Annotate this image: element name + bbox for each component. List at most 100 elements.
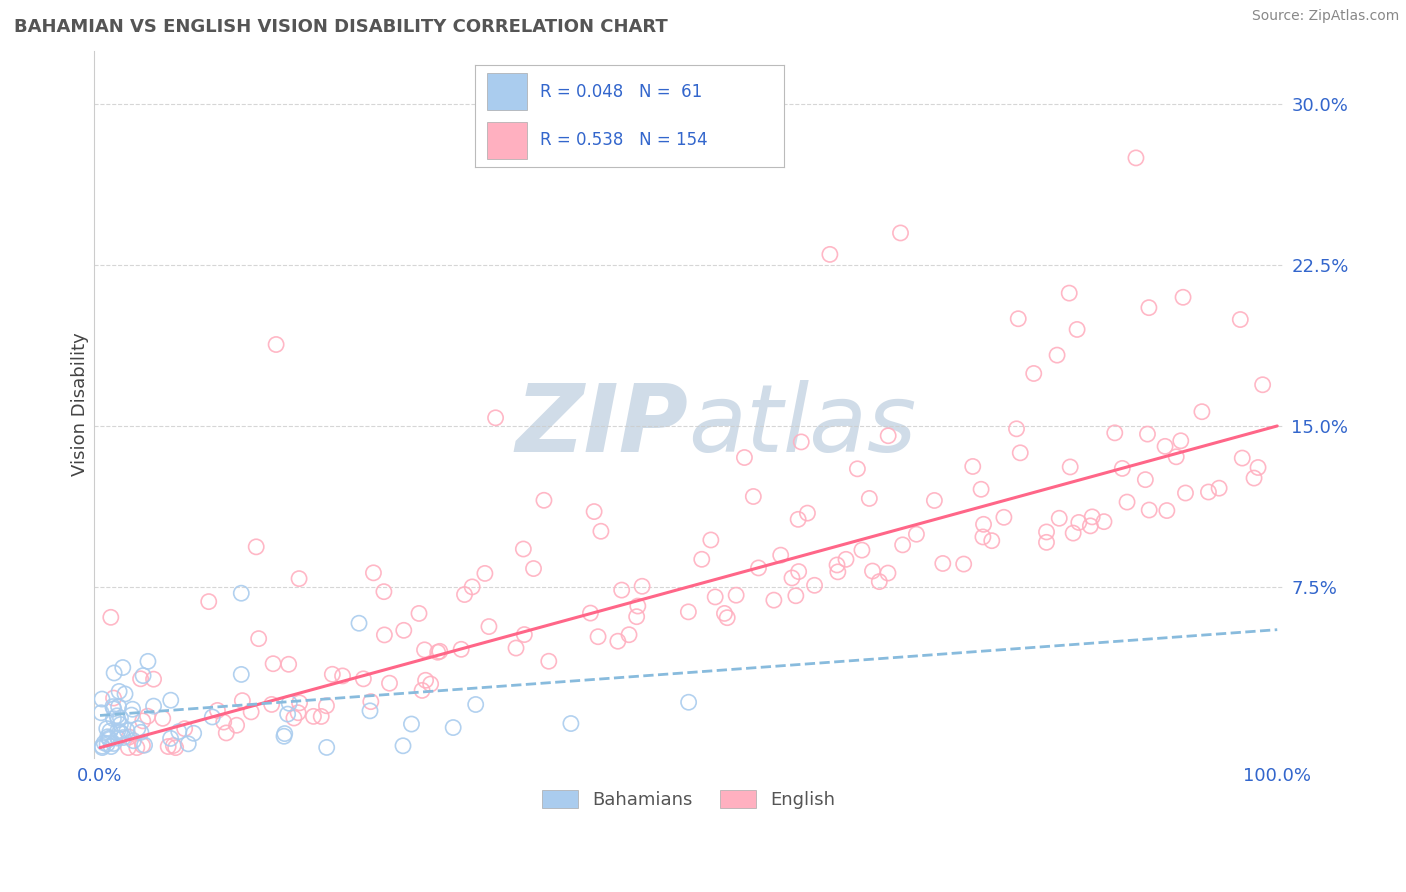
Point bbox=[1022, 367, 1045, 381]
Point bbox=[212, 714, 235, 729]
Point bbox=[617, 628, 640, 642]
Point bbox=[474, 566, 496, 581]
Point bbox=[207, 703, 229, 717]
Point bbox=[993, 510, 1015, 524]
Point bbox=[851, 543, 873, 558]
Point bbox=[464, 698, 486, 712]
Point bbox=[103, 712, 125, 726]
Point bbox=[742, 490, 765, 504]
Point bbox=[136, 709, 159, 723]
Point bbox=[115, 723, 138, 738]
Point bbox=[103, 702, 125, 716]
Point bbox=[247, 632, 270, 646]
Point bbox=[183, 726, 205, 740]
Point bbox=[277, 707, 299, 722]
Point bbox=[231, 586, 253, 600]
Point bbox=[877, 566, 900, 580]
Point bbox=[426, 645, 449, 659]
Point bbox=[1198, 485, 1220, 500]
Point bbox=[713, 607, 735, 621]
Point bbox=[278, 696, 301, 710]
Point bbox=[100, 739, 122, 754]
Point bbox=[1247, 460, 1270, 475]
Point bbox=[111, 660, 134, 674]
Point bbox=[231, 667, 253, 681]
Point bbox=[759, 108, 782, 122]
Point bbox=[790, 434, 813, 449]
Point bbox=[1170, 434, 1192, 448]
Point bbox=[283, 711, 305, 725]
Point bbox=[132, 714, 155, 728]
Point bbox=[560, 716, 582, 731]
Point bbox=[260, 698, 283, 712]
Point bbox=[121, 708, 143, 723]
Point bbox=[846, 462, 869, 476]
Point bbox=[90, 706, 112, 720]
Point bbox=[522, 561, 544, 575]
Point bbox=[1191, 405, 1213, 419]
Point bbox=[1104, 425, 1126, 440]
Point bbox=[877, 428, 900, 442]
Point bbox=[970, 483, 993, 497]
Point bbox=[112, 731, 135, 745]
Point bbox=[315, 698, 337, 713]
Point bbox=[142, 672, 165, 686]
Point bbox=[111, 727, 134, 741]
Point bbox=[107, 699, 129, 714]
Point bbox=[117, 740, 139, 755]
Point bbox=[100, 610, 122, 624]
Point bbox=[862, 564, 884, 578]
Point bbox=[733, 450, 755, 465]
Point bbox=[962, 459, 984, 474]
Point bbox=[125, 740, 148, 755]
Point bbox=[505, 640, 527, 655]
Point bbox=[678, 695, 700, 709]
Point bbox=[108, 684, 131, 698]
Point bbox=[132, 668, 155, 682]
Point bbox=[373, 628, 395, 642]
Text: atlas: atlas bbox=[689, 380, 917, 471]
Point bbox=[411, 683, 433, 698]
Point bbox=[1251, 377, 1274, 392]
Point bbox=[360, 695, 382, 709]
Point bbox=[315, 740, 337, 755]
Point bbox=[114, 687, 136, 701]
Point bbox=[1135, 473, 1157, 487]
Point bbox=[725, 588, 748, 602]
Point bbox=[606, 634, 628, 648]
Point bbox=[277, 657, 299, 672]
Point bbox=[716, 610, 738, 624]
Point bbox=[1232, 451, 1254, 466]
Point bbox=[359, 704, 381, 718]
Point bbox=[610, 583, 633, 598]
Point bbox=[378, 676, 401, 690]
Point bbox=[98, 724, 121, 739]
Point bbox=[626, 609, 648, 624]
Point bbox=[287, 706, 309, 720]
Point bbox=[1156, 503, 1178, 517]
Text: ZIP: ZIP bbox=[516, 380, 689, 472]
Point bbox=[1137, 301, 1160, 315]
Point bbox=[262, 657, 284, 671]
Point bbox=[478, 619, 501, 633]
Point bbox=[173, 722, 195, 736]
Point bbox=[453, 588, 475, 602]
Point bbox=[1059, 459, 1081, 474]
Point bbox=[131, 739, 153, 753]
Point bbox=[136, 654, 159, 668]
Point bbox=[110, 717, 132, 731]
Point bbox=[1047, 511, 1070, 525]
Point bbox=[973, 517, 995, 532]
Point bbox=[1062, 526, 1084, 541]
Point bbox=[631, 579, 654, 593]
Point bbox=[1067, 516, 1090, 530]
Point bbox=[1208, 481, 1230, 495]
Point bbox=[240, 705, 263, 719]
Point bbox=[347, 616, 370, 631]
Point bbox=[103, 691, 125, 706]
Point bbox=[122, 733, 145, 747]
Point bbox=[121, 702, 143, 716]
Point bbox=[110, 711, 132, 725]
Point bbox=[579, 606, 602, 620]
Legend: Bahamians, English: Bahamians, English bbox=[534, 783, 842, 816]
